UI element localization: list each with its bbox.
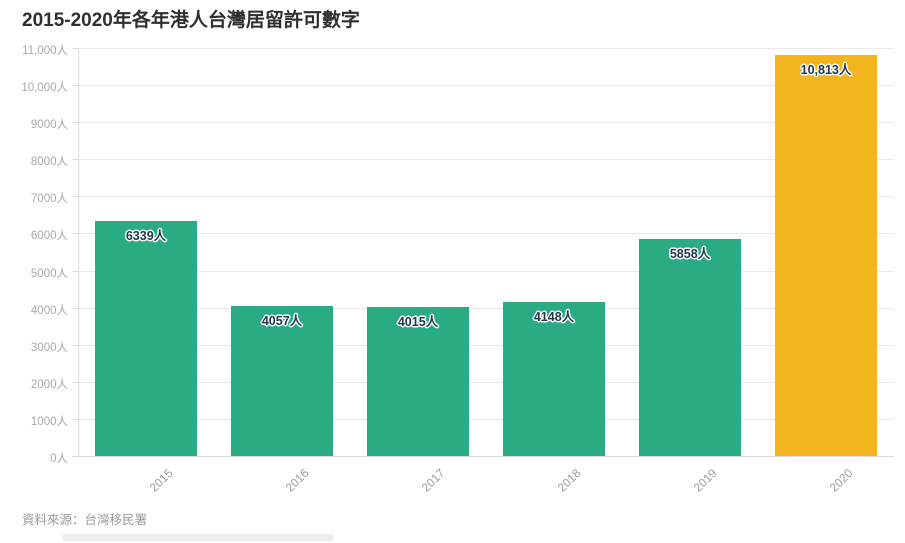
- bar-value-label: 6339人: [125, 228, 167, 243]
- x-axis-label-2019: 2019: [691, 466, 720, 495]
- bar-2020[interactable]: 10,813人: [775, 54, 877, 456]
- y-axis-tickmark: [72, 381, 78, 383]
- gridline: [78, 270, 894, 272]
- y-axis-tick-label: 6000人: [30, 230, 68, 243]
- x-axis-label-2020: 2020: [827, 466, 856, 495]
- gridline: [78, 344, 894, 346]
- bar-value-label: 4015人: [397, 315, 439, 330]
- y-axis-tick-label: 3000人: [30, 341, 68, 354]
- x-axis-label-2016: 2016: [283, 466, 312, 495]
- gridline: [78, 456, 894, 457]
- y-axis-tickmark: [72, 344, 78, 346]
- gridline: [78, 122, 894, 124]
- x-axis-label-2015: 2015: [147, 466, 176, 495]
- y-axis-line: [78, 48, 79, 456]
- y-axis-tick-label: 7000人: [30, 193, 68, 206]
- y-axis-tick-label: 1000人: [30, 415, 68, 428]
- x-axis-label-2018: 2018: [555, 466, 584, 495]
- y-axis-tick-label: 10,000人: [21, 82, 68, 95]
- gridline: [78, 307, 894, 309]
- bar-value-label: 4148人: [533, 310, 575, 325]
- y-axis-tickmark: [72, 233, 78, 235]
- bar-2019[interactable]: 5858人: [639, 238, 741, 456]
- bar-2017[interactable]: 4015人: [367, 307, 469, 456]
- gridline: [78, 85, 894, 87]
- gridline: [78, 196, 894, 198]
- y-axis-tickmark: [72, 122, 78, 124]
- gridline: [78, 418, 894, 420]
- y-axis-tickmark: [72, 307, 78, 309]
- gridline: [78, 159, 894, 161]
- bar-2018[interactable]: 4148人: [503, 302, 605, 456]
- y-axis-tickmark: [72, 456, 78, 457]
- chart-title: 2015-2020年各年港人台灣居留許可數字: [22, 10, 360, 31]
- y-axis-tick-label: 0人: [50, 453, 68, 465]
- plot-area: 0人 1000人 2000人 3000人 4000人 5000人 6000人 7000人 800…: [21, 45, 894, 495]
- y-axis-tick-label: 4000人: [30, 304, 68, 317]
- gridline: [78, 381, 894, 383]
- y-axis-tickmark: [72, 85, 78, 87]
- bar-2016[interactable]: 4057人: [231, 305, 333, 456]
- y-axis-tick-label: 5000人: [30, 267, 68, 280]
- y-axis-tickmark: [72, 196, 78, 198]
- y-axis-tick-label: 9000人: [30, 119, 68, 132]
- bar-value-label: 5858人: [669, 246, 711, 261]
- x-axis-label-2017: 2017: [419, 466, 448, 495]
- y-axis-tick-label: 2000人: [30, 378, 68, 391]
- y-axis-tick-label: 11,000人: [22, 45, 68, 57]
- y-axis-tickmark: [72, 270, 78, 272]
- y-axis-tick-label: 8000人: [30, 156, 68, 169]
- gridline: [78, 48, 894, 49]
- gridline: [78, 233, 894, 235]
- bar-2015[interactable]: 6339人: [95, 220, 197, 456]
- y-axis-tickmark: [72, 418, 78, 420]
- bar-value-label: 4057人: [261, 313, 303, 328]
- bar-value-label: 10,813人: [800, 62, 852, 77]
- source-note: 資料來源：台灣移民署: [22, 513, 148, 527]
- y-axis-tickmark: [72, 48, 78, 49]
- y-axis-tickmark: [72, 159, 78, 161]
- horizontal-scrollbar-thumb[interactable]: [62, 534, 334, 541]
